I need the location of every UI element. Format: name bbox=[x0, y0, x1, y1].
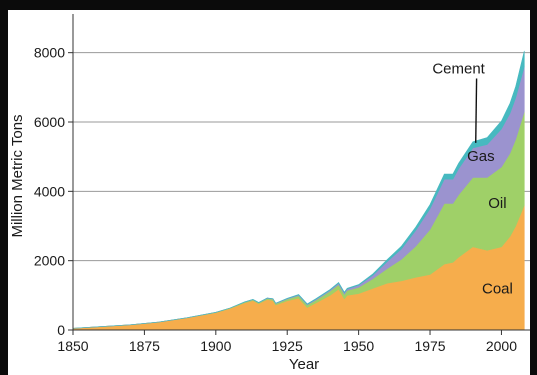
annotation-gas: Gas bbox=[467, 148, 495, 165]
annotation-coal: Coal bbox=[482, 280, 513, 297]
area-cement bbox=[72, 50, 525, 329]
y-axis-label: Million Metric Tons bbox=[9, 114, 26, 237]
y-tick-label-0: 0 bbox=[57, 322, 65, 338]
x-tick-label-1950: 1950 bbox=[343, 338, 374, 354]
series-annotations: Cement Gas Oil Coal bbox=[432, 60, 513, 297]
annotation-cement: Cement bbox=[432, 60, 485, 77]
cement-pointer-line bbox=[475, 78, 478, 143]
x-tick-label-1875: 1875 bbox=[129, 338, 160, 354]
x-tick-label-1850: 1850 bbox=[57, 338, 88, 354]
x-tick-label-2000: 2000 bbox=[486, 338, 517, 354]
y-tick-label-4000: 4000 bbox=[34, 183, 65, 199]
x-tick-label-1975: 1975 bbox=[414, 338, 445, 354]
annotation-oil: Oil bbox=[488, 195, 506, 212]
y-tick-label-6000: 6000 bbox=[34, 114, 65, 130]
x-axis-label: Year bbox=[289, 356, 319, 373]
x-tick-label-1900: 1900 bbox=[200, 338, 231, 354]
y-tick-label-8000: 8000 bbox=[34, 45, 65, 61]
x-tick-label-1925: 1925 bbox=[272, 338, 303, 354]
y-tick-label-2000: 2000 bbox=[34, 253, 65, 269]
axes: 0 2000 4000 6000 8000 1850 1875 1900 1925 1950 197… bbox=[34, 14, 530, 354]
